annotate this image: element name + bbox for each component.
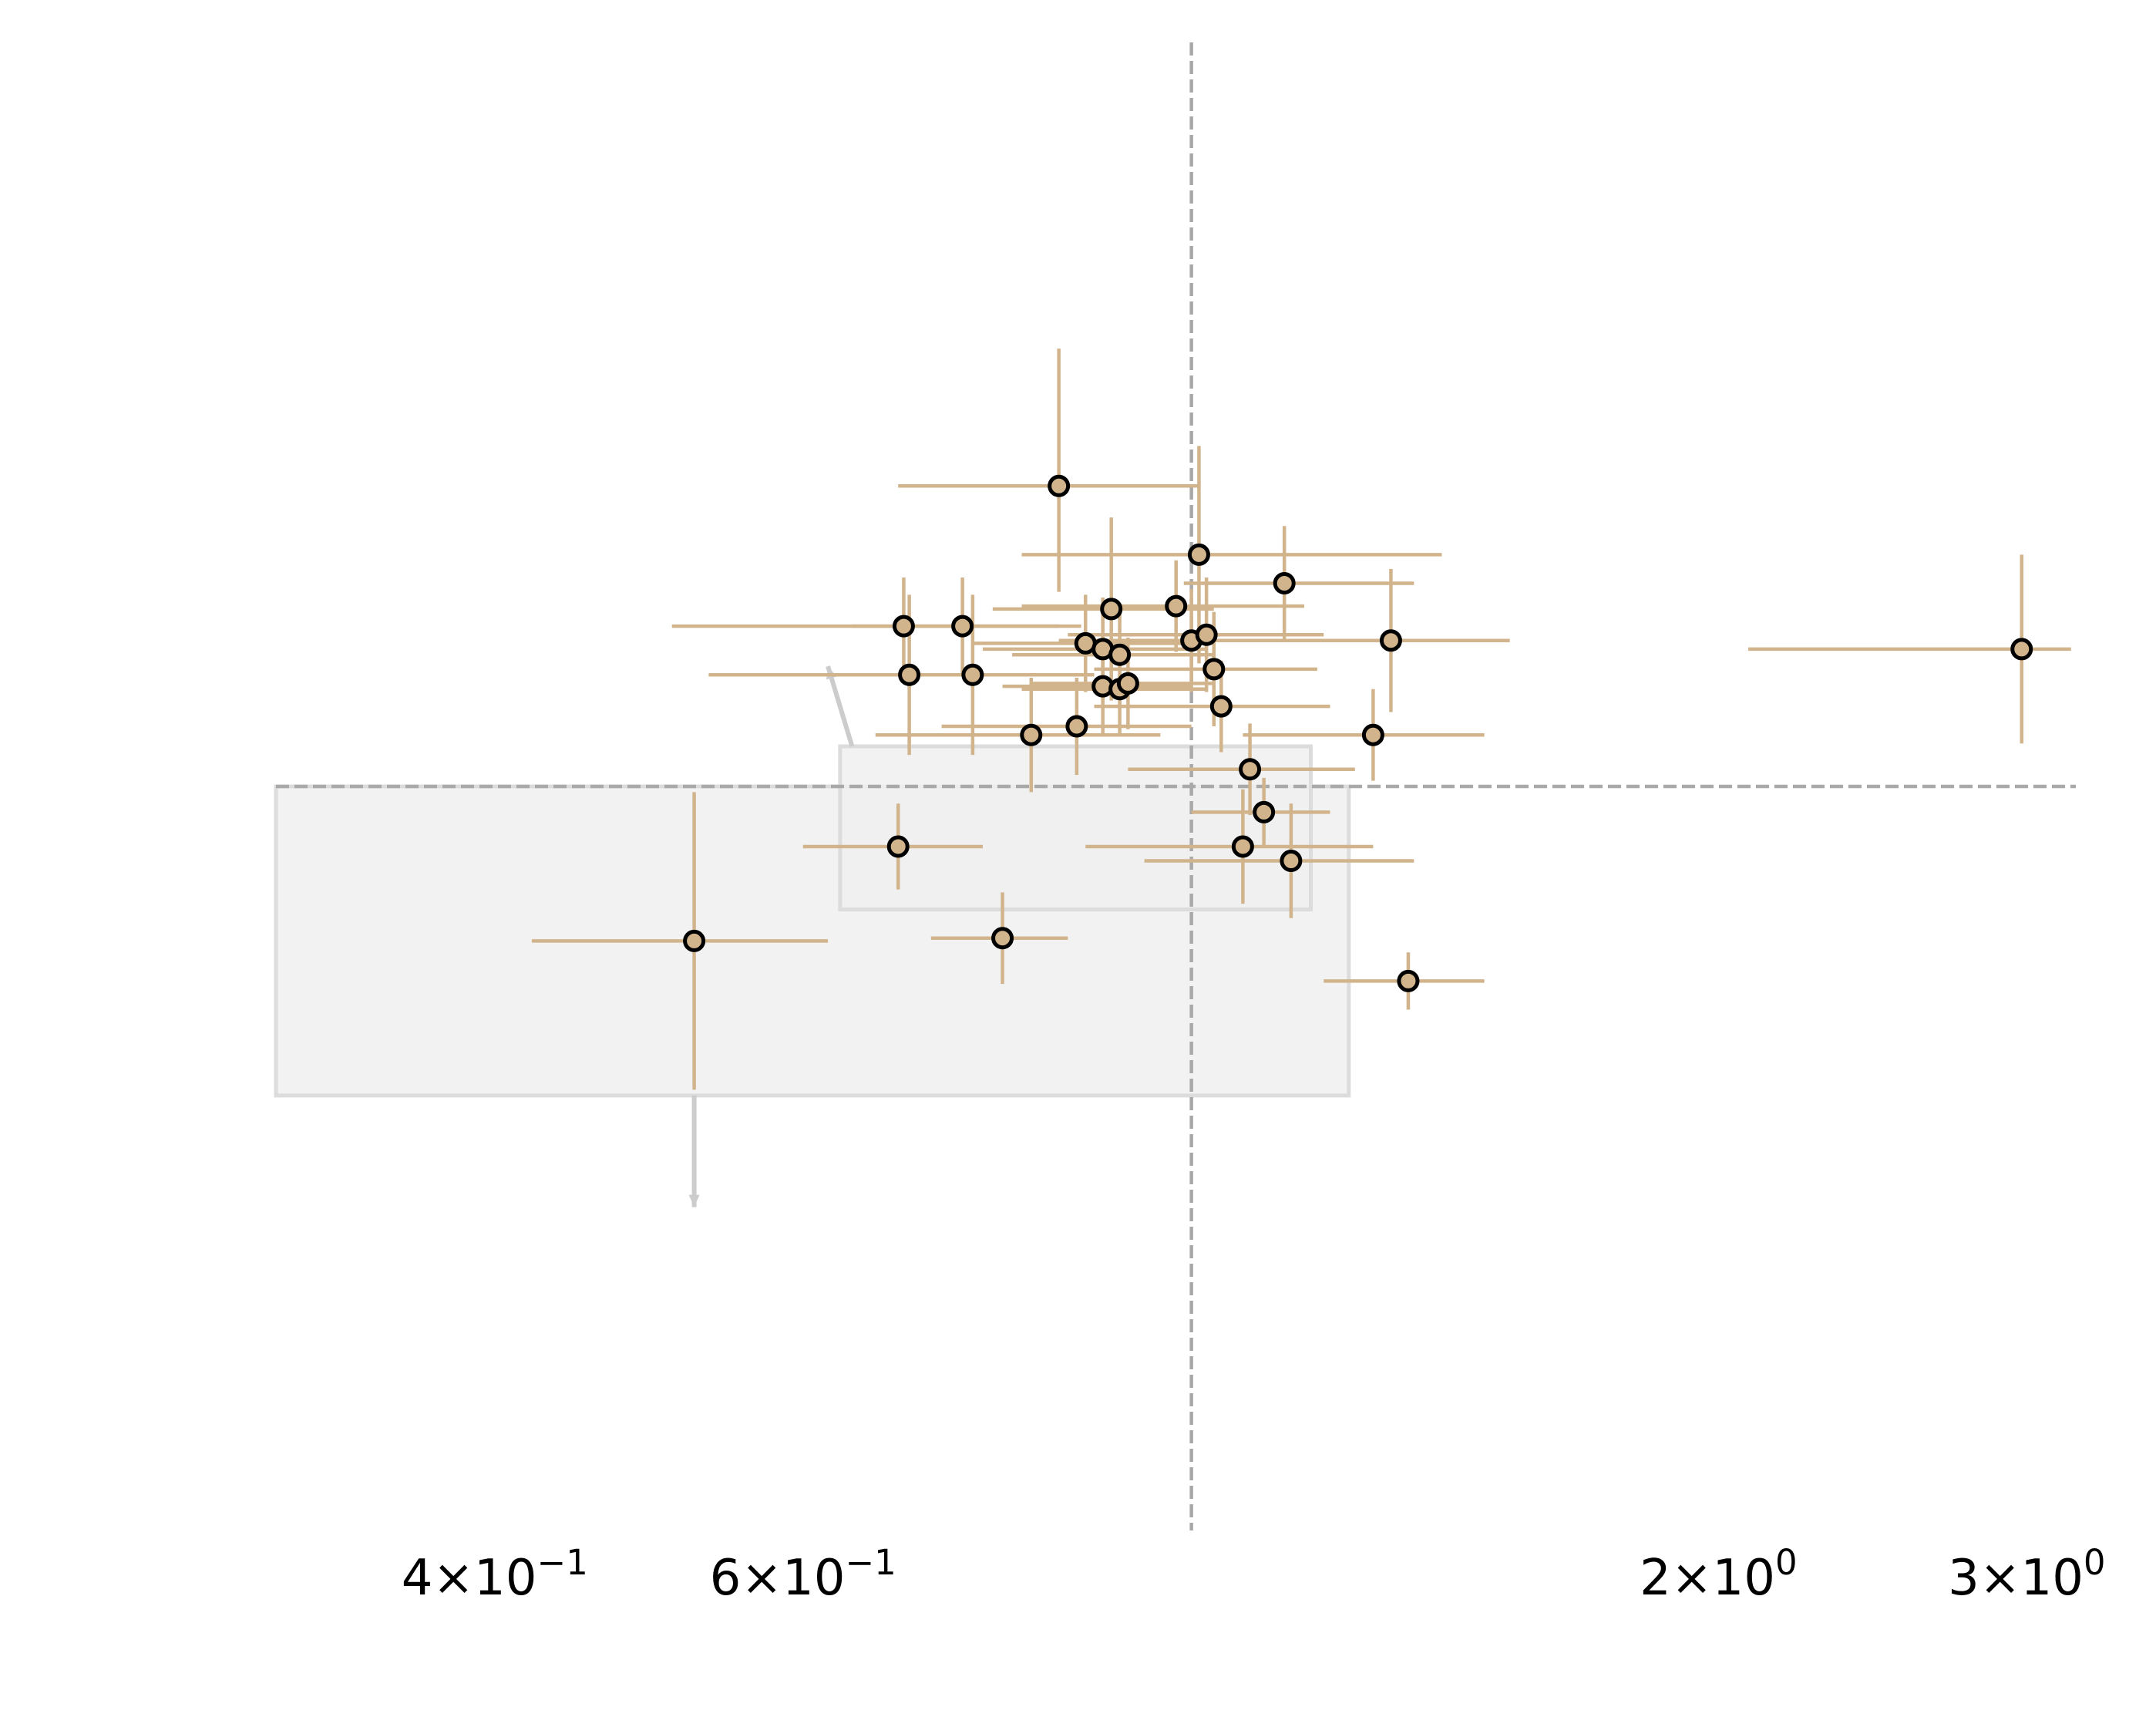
data-point-26 (886, 835, 910, 858)
arrow-shaft (826, 665, 855, 747)
x-tick-label-3: 2×100 (1640, 1542, 1797, 1607)
data-point-30 (2010, 638, 2033, 661)
data-point-13 (1379, 629, 1402, 652)
data-point-29 (1397, 969, 1420, 992)
data-point-23 (1253, 800, 1276, 823)
data-point-17 (1116, 672, 1139, 695)
error-bar-5 (1021, 560, 1305, 652)
data-point-19 (1020, 723, 1043, 746)
data-point-18 (1209, 695, 1233, 718)
arrow-1 (826, 665, 855, 747)
data-point-2 (1187, 543, 1210, 566)
x-tick-label-2: 6×10−1 (710, 1542, 896, 1607)
points-layer (683, 474, 2033, 992)
arrow-head (688, 1194, 700, 1207)
data-point-6 (951, 615, 974, 638)
data-point-11 (1195, 623, 1218, 646)
error-bar-31 (671, 577, 1081, 675)
arrow-2 (688, 1095, 700, 1207)
error-bar-32 (708, 594, 1068, 756)
arrows-layer (688, 665, 855, 1207)
tick-mantissa: 6×10 (710, 1550, 846, 1607)
tick-exponent: 0 (1775, 1542, 1798, 1583)
tick-mantissa: 4×10 (402, 1550, 537, 1607)
x-tick-label-1: 4×10−1 (402, 1542, 588, 1607)
data-point-32 (898, 663, 921, 686)
data-point-12 (1202, 658, 1226, 681)
tick-exponent: −1 (536, 1542, 587, 1583)
data-point-3 (1273, 571, 1296, 594)
x-tick-labels: 4×10−1 6×10−1 2×100 3×100 (402, 1542, 2106, 1607)
data-point-21 (1361, 723, 1384, 746)
tick-exponent: −1 (845, 1542, 896, 1583)
x-tick-label-4: 3×100 (1948, 1542, 2105, 1607)
data-point-25 (1280, 850, 1303, 872)
data-point-24 (1231, 835, 1254, 858)
tick-mantissa: 2×10 (1640, 1550, 1775, 1607)
data-point-9 (1108, 643, 1132, 666)
tick-exponent: 0 (2084, 1542, 2106, 1583)
data-point-4 (1100, 598, 1123, 621)
data-point-14 (961, 663, 984, 686)
data-point-27 (991, 927, 1014, 950)
data-point-1 (1048, 474, 1071, 497)
data-point-22 (1239, 758, 1262, 781)
tick-mantissa: 3×10 (1948, 1550, 2084, 1607)
regions-layer (274, 744, 1351, 1098)
error-bar-3 (1183, 526, 1414, 641)
data-point-28 (683, 929, 706, 952)
reference-lines-layer (276, 42, 2076, 1530)
data-point-5 (1165, 594, 1188, 618)
data-point-31 (892, 615, 915, 638)
arrow-head (826, 666, 837, 680)
data-point-20 (1065, 715, 1088, 738)
